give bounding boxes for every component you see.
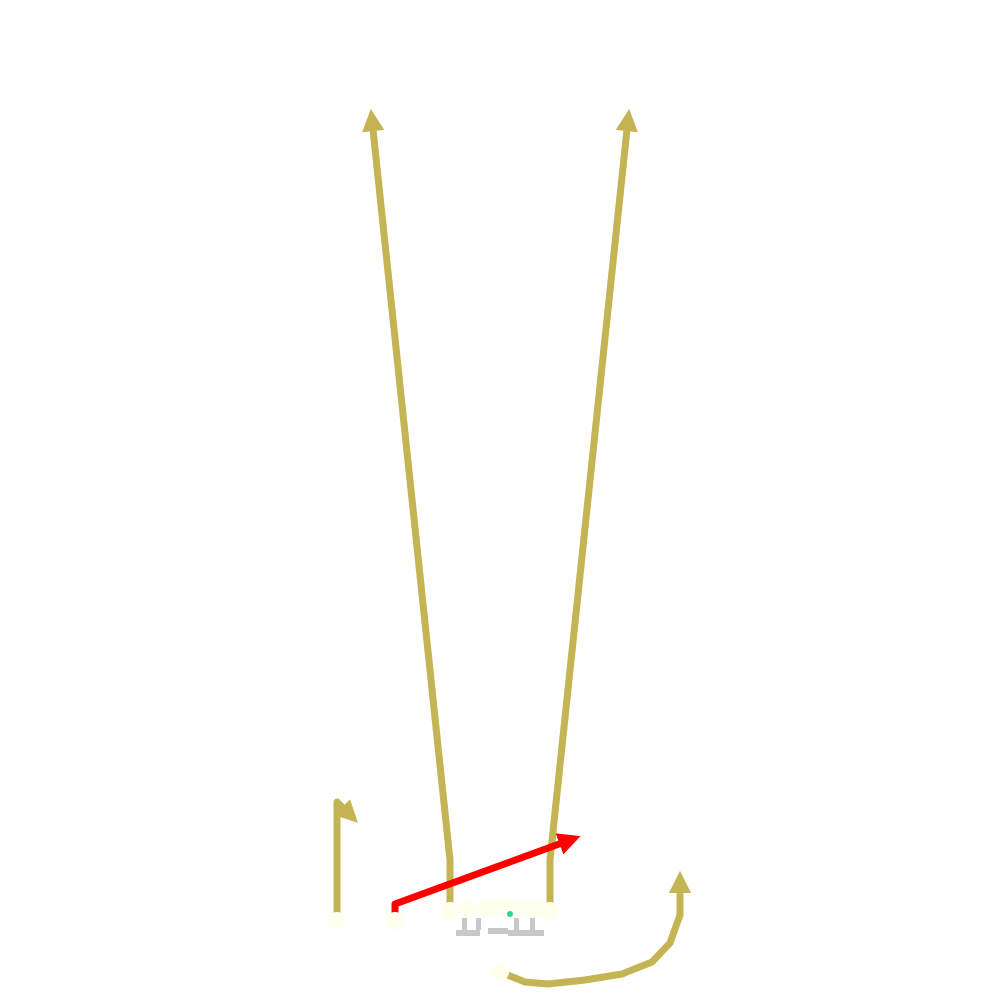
player-wr-left: [328, 912, 346, 930]
player-ol-1: [459, 900, 477, 918]
player-ol-4: [513, 899, 531, 917]
player-te-left: [441, 902, 459, 920]
player-te-right: [541, 902, 559, 920]
ball-icon: [507, 911, 513, 917]
routes: [333, 108, 692, 988]
lineman-marker: [456, 930, 480, 936]
lineman-marker: [462, 918, 467, 930]
lineman-marker: [514, 918, 519, 930]
route-hitch-left: [333, 798, 358, 920]
lineman-marker: [508, 930, 544, 936]
lineman-marker: [530, 918, 535, 930]
route-seam-right: [546, 108, 638, 910]
player-ol-5: [527, 900, 545, 918]
lineman-marker: [488, 928, 508, 934]
offensive-line-markers: [456, 918, 544, 936]
route-seam-left: [362, 108, 454, 910]
player-qb: [491, 963, 509, 981]
player-ol-2: [477, 899, 495, 917]
route-wheel: [498, 870, 692, 988]
players: [328, 898, 559, 981]
lineman-marker: [476, 918, 481, 930]
player-slot-left: [386, 912, 404, 930]
